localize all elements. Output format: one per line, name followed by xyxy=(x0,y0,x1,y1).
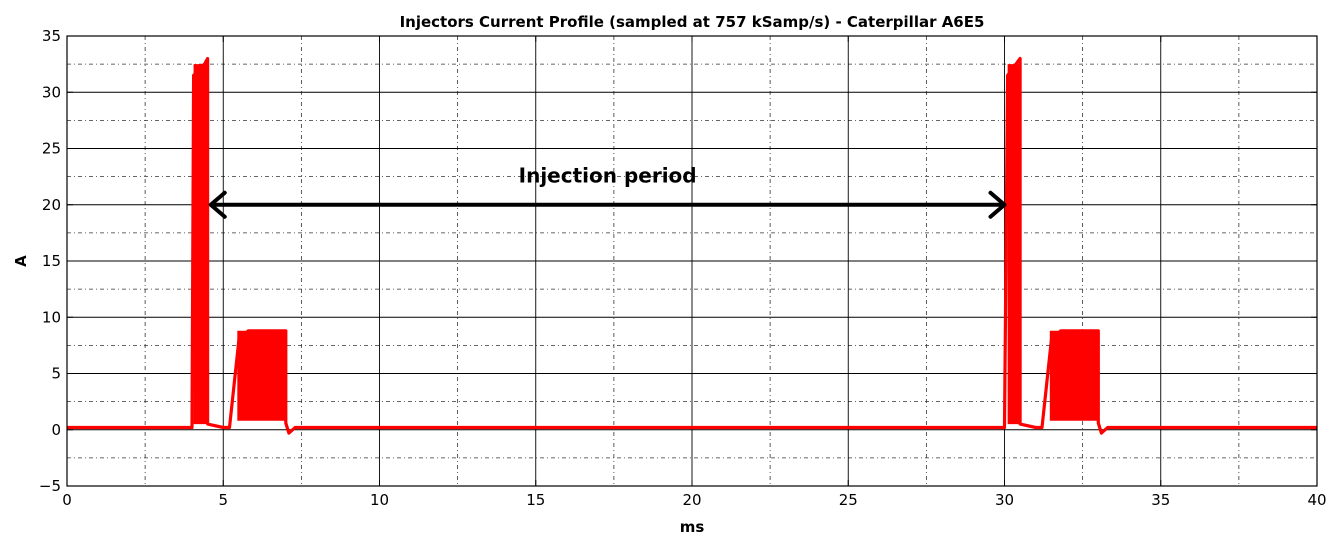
y-tick-label: 0 xyxy=(51,421,61,439)
y-tick-label: 15 xyxy=(42,252,61,270)
y-tick-label: 20 xyxy=(42,196,61,214)
y-tick-label: 5 xyxy=(51,365,61,383)
y-tick-label: 10 xyxy=(42,308,61,326)
y-tick-label: −5 xyxy=(39,477,61,495)
x-tick-label: 35 xyxy=(1151,491,1170,509)
series-band-3 xyxy=(1049,330,1099,421)
x-tick-label: 15 xyxy=(526,491,545,509)
series-line-0 xyxy=(67,56,1317,435)
y-tick-label: 35 xyxy=(42,27,61,45)
x-tick-label: 20 xyxy=(682,491,701,509)
x-tick-label: 25 xyxy=(839,491,858,509)
y-tick-label: 30 xyxy=(42,83,61,101)
y-axis-label: A xyxy=(12,255,30,267)
series-band-0 xyxy=(193,64,208,425)
x-tick-label: 5 xyxy=(218,491,228,509)
annotation-layer: Injection period xyxy=(208,163,1007,219)
annotation-arrow-head-right xyxy=(988,190,1007,219)
annotation-arrow-head-left xyxy=(208,190,227,219)
x-axis-label: ms xyxy=(680,518,705,536)
data-layer xyxy=(67,56,1317,435)
x-tick-label: 0 xyxy=(62,491,72,509)
series-band-2 xyxy=(1007,64,1021,425)
x-tick-label: 40 xyxy=(1307,491,1326,509)
annotation-label: Injection period xyxy=(519,163,697,187)
y-tick-label: 25 xyxy=(42,140,61,158)
x-tick-label: 10 xyxy=(370,491,389,509)
chart-title: Injectors Current Profile (sampled at 75… xyxy=(400,13,985,31)
x-tick-label: 30 xyxy=(995,491,1014,509)
series-band-1 xyxy=(237,330,286,421)
